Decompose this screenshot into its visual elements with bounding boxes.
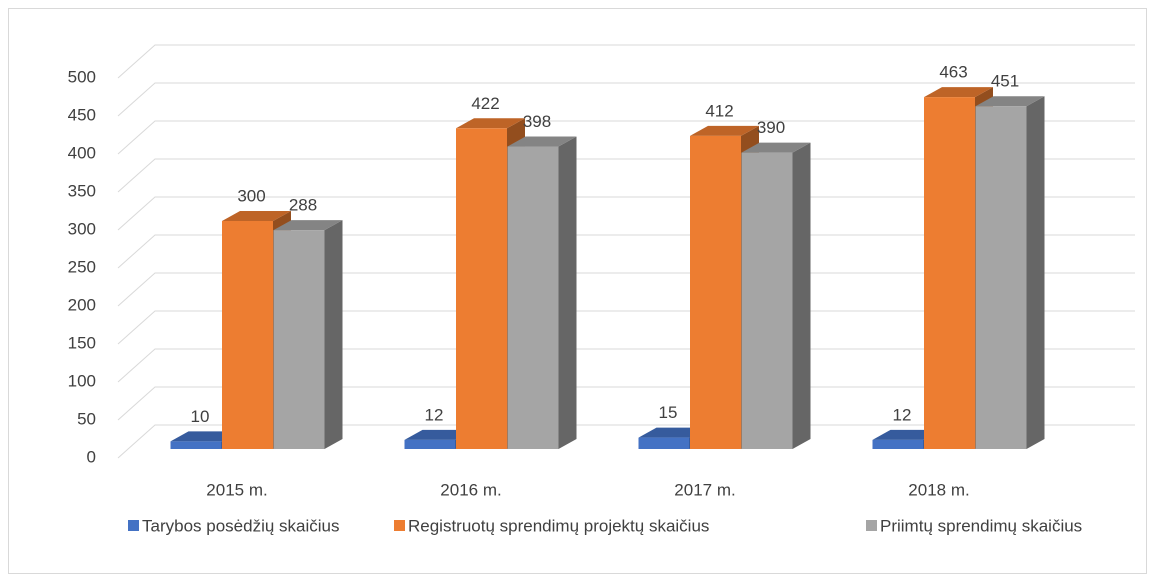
bar-front [222,221,273,449]
bar-top [924,87,993,98]
legend-label: Priimtų sprendimų skaičius [880,516,1082,535]
y-tick-label: 0 [87,447,96,466]
x-tick-label: 2017 m. [674,480,735,499]
bar-front [273,230,325,449]
y-tick-label: 50 [77,409,96,428]
bar-top [741,142,811,153]
data-label: 12 [893,405,912,424]
data-label: 10 [191,407,210,426]
legend-swatch [128,520,139,531]
bar-top [456,118,525,129]
bar-front [975,106,1027,450]
bar-top [690,125,759,136]
y-tick-label: 400 [68,143,96,162]
grid-line [117,82,1135,117]
bar-front [638,437,690,449]
data-label: 390 [757,118,785,137]
grid-line [117,120,1135,155]
data-label: 463 [939,63,967,82]
y-tick-label: 150 [68,333,96,352]
grid-line [117,44,1135,79]
bar-front [507,146,559,449]
bar-front [170,441,222,449]
bar-top [975,96,1045,107]
bar-top [273,220,343,231]
bar-front [456,128,507,449]
bar-front [924,97,975,450]
bar [507,136,577,449]
y-tick-label: 450 [68,105,96,124]
bar [273,220,343,449]
data-label: 398 [523,112,551,131]
y-tick-label: 250 [68,257,96,276]
legend-swatch [866,520,877,531]
y-tick-label: 100 [68,371,96,390]
bar [741,142,811,449]
bar-front [872,439,924,449]
bar-front [404,439,456,449]
y-tick-label: 200 [68,295,96,314]
x-tick-label: 2015 m. [206,480,267,499]
data-label: 288 [289,196,317,215]
y-tick-label: 300 [68,219,96,238]
bar-top [222,211,291,221]
bar-side [792,142,811,449]
bar-side [558,136,577,449]
y-tick-label: 500 [68,67,96,86]
data-label: 422 [471,94,499,113]
bar-front [741,152,793,449]
bar-top [507,136,577,147]
legend-label: Registruotų sprendimų projektų skaičius [408,516,709,535]
bar-side [1026,96,1045,450]
bar-front [690,135,741,449]
legend-swatch [394,520,405,531]
data-label: 451 [991,72,1019,91]
data-label: 12 [425,405,444,424]
x-tick-label: 2016 m. [440,480,501,499]
bar-side [324,220,343,449]
data-label: 412 [705,101,733,120]
bar [975,96,1045,450]
x-tick-label: 2018 m. [908,480,969,499]
legend-label: Tarybos posėdžių skaičius [142,516,339,535]
data-label: 15 [659,403,678,422]
y-tick-label: 350 [68,181,96,200]
data-label: 300 [237,186,265,205]
